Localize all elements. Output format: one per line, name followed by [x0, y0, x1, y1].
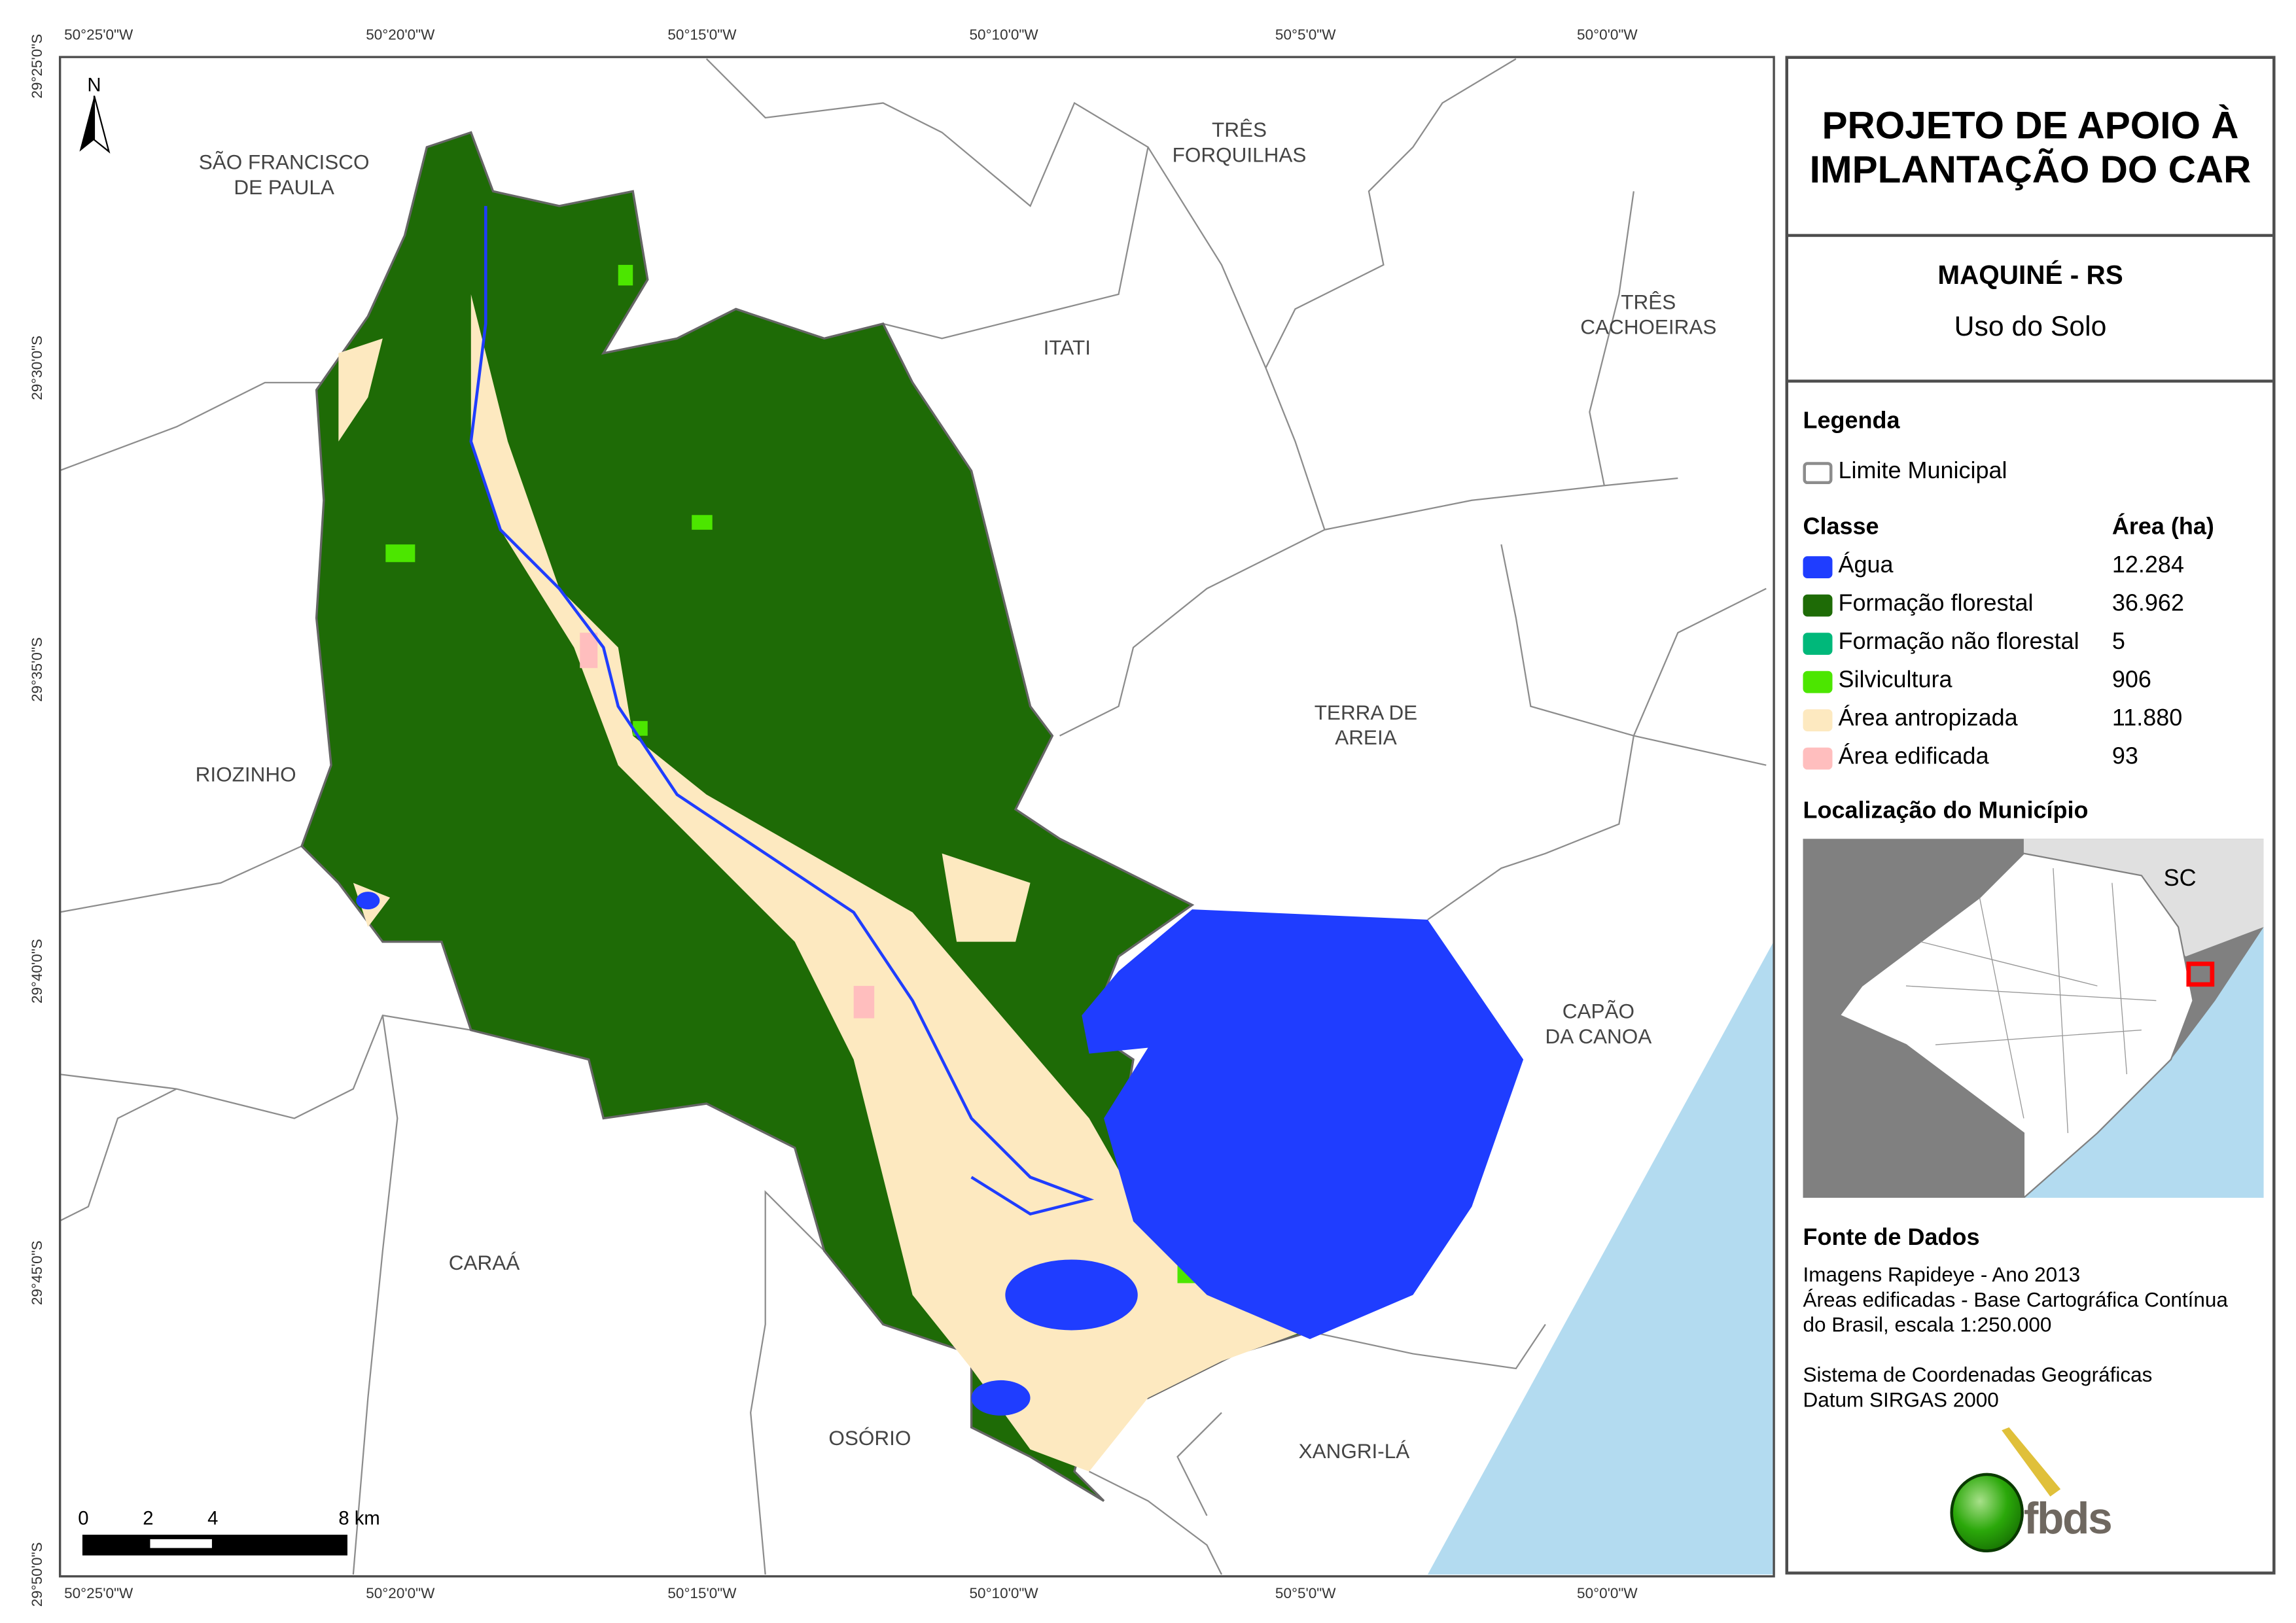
latitude-tick: 29°50'0"S — [30, 1542, 46, 1607]
class-area: 11.880 — [2111, 706, 2183, 731]
longitude-tick: 50°0'0"W — [1577, 27, 1638, 44]
longitude-tick: 50°10'0"W — [969, 27, 1038, 44]
scale-tick: 2 — [143, 1507, 154, 1529]
area-header: Área (ha) — [2111, 515, 2214, 540]
map-info-panel: PROJETO DE APOIO À IMPLANTAÇÃO DO CAR MA… — [1785, 56, 2276, 1575]
municipality-name: MAQUINÉ - RS — [1937, 260, 2123, 290]
class-area: 36.962 — [2111, 591, 2184, 617]
boundary-swatch — [1803, 461, 1833, 483]
locator-state-label: SC — [2164, 864, 2197, 891]
legend-class-item: Área edificada — [1803, 744, 1989, 771]
latitude-tick: 29°45'0"S — [30, 1240, 46, 1306]
crs-line: Sistema de Coordenadas Geográficas — [1803, 1362, 2153, 1386]
fbds-logo: fbds — [1943, 1427, 2134, 1553]
logo-text: fbds — [2023, 1495, 2113, 1544]
longitude-tick: 50°20'0"W — [366, 27, 435, 44]
class-area: 12.284 — [2111, 553, 2184, 579]
crs-line: Datum SIRGAS 2000 — [1803, 1387, 1999, 1412]
longitude-tick: 50°25'0"W — [64, 1586, 133, 1603]
longitude-tick: 50°5'0"W — [1275, 27, 1336, 44]
neighbor-municipality-label: OSÓRIO — [828, 1425, 911, 1450]
class-label: Água — [1838, 553, 1894, 579]
legend-class-item: Formação florestal — [1803, 591, 2034, 618]
locator-heading: Localização do Município — [1803, 799, 2089, 824]
source-line: Áreas edificadas - Base Cartográfica Con… — [1803, 1287, 2228, 1312]
class-swatch — [1803, 593, 1833, 616]
boundary-label: Limite Municipal — [1838, 459, 2007, 485]
class-swatch — [1803, 746, 1833, 769]
municipal-boundaries — [58, 58, 1767, 1575]
locator-map: SC — [1803, 839, 2264, 1198]
latitude-tick: 29°30'0"S — [30, 335, 46, 400]
neighbor-municipality-label: RIOZINHO — [195, 762, 296, 786]
class-swatch — [1803, 555, 1833, 578]
legend-class-item: Formação não florestal — [1803, 630, 2079, 656]
sources-text: Imagens Rapideye - Ano 2013 Áreas edific… — [1803, 1263, 2228, 1412]
lagoon — [1082, 909, 1524, 1339]
river — [469, 205, 1095, 1216]
logo-icon — [1950, 1427, 2061, 1553]
neighbor-municipality-label: ITATI — [1043, 335, 1091, 359]
map-title: PROJETO DE APOIO À IMPLANTAÇÃO DO CAR — [1788, 59, 2273, 237]
longitude-tick: 50°25'0"W — [64, 27, 133, 44]
longitude-tick: 50°20'0"W — [366, 1586, 435, 1603]
north-arrow-icon — [79, 95, 111, 154]
legend-class-item: Área antropizada — [1803, 707, 2018, 733]
scale-tick: 4 — [207, 1507, 219, 1529]
longitude-tick: 50°15'0"W — [667, 27, 737, 44]
class-area: 93 — [2111, 744, 2138, 770]
scale-tick: 8 km — [338, 1507, 380, 1529]
north-arrow: N — [77, 73, 112, 162]
source-line: Imagens Rapideye - Ano 2013 — [1803, 1262, 2081, 1286]
map-theme: Uso do Solo — [1954, 311, 2107, 343]
class-label: Formação florestal — [1838, 591, 2034, 617]
sources-heading: Fonte de Dados — [1803, 1225, 1980, 1251]
neighbor-municipality-label: SÃO FRANCISCO DE PAULA — [198, 150, 370, 199]
class-area: 5 — [2111, 629, 2125, 655]
class-area: 906 — [2111, 668, 2151, 693]
area-edificada-patches — [580, 633, 875, 1019]
scale-tick: 0 — [78, 1507, 89, 1529]
legend-class-item: Silvicultura — [1803, 668, 1952, 694]
scale-bar: 0 2 4 8 km — [73, 1507, 397, 1565]
class-header: Classe — [1803, 515, 1879, 540]
neighbor-municipality-label: TRÊS FORQUILHAS — [1172, 117, 1307, 167]
neighbor-municipality-label: TERRA DE AREIA — [1314, 700, 1418, 749]
class-swatch — [1803, 708, 1833, 731]
longitude-tick: 50°5'0"W — [1275, 1586, 1336, 1603]
longitude-tick: 50°10'0"W — [969, 1586, 1038, 1603]
class-label: Formação não florestal — [1838, 629, 2079, 655]
class-swatch — [1803, 670, 1833, 693]
legend-boundary: Limite Municipal — [1803, 459, 2007, 485]
class-label: Área antropizada — [1838, 706, 2018, 731]
source-line: do Brasil, escala 1:250.000 — [1803, 1312, 2052, 1336]
longitude-tick: 50°0'0"W — [1577, 1586, 1638, 1603]
locator-highlight — [2186, 961, 2215, 987]
latitude-tick: 29°40'0"S — [30, 939, 46, 1004]
class-label: Silvicultura — [1838, 668, 1952, 693]
neighbor-municipality-label: XANGRI-LÁ — [1298, 1439, 1410, 1463]
latitude-tick: 29°35'0"S — [30, 637, 46, 702]
legend-class-item: Água — [1803, 553, 1894, 580]
small-lake — [1005, 1259, 1138, 1331]
main-map — [58, 56, 1775, 1578]
neighbor-municipality-label: CARAÁ — [448, 1250, 520, 1274]
longitude-tick: 50°15'0"W — [667, 1586, 737, 1603]
area-antropizada — [470, 294, 1303, 1472]
north-label: N — [87, 73, 101, 96]
neighbor-municipality-label: CAPÃO DA CANOA — [1545, 999, 1652, 1048]
class-swatch — [1803, 632, 1833, 654]
neighbor-municipality-label: TRÊS CACHOEIRAS — [1580, 290, 1717, 339]
class-label: Área edificada — [1838, 744, 1989, 770]
latitude-tick: 29°25'0"S — [30, 33, 46, 99]
legend-heading: Legenda — [1803, 409, 1900, 434]
